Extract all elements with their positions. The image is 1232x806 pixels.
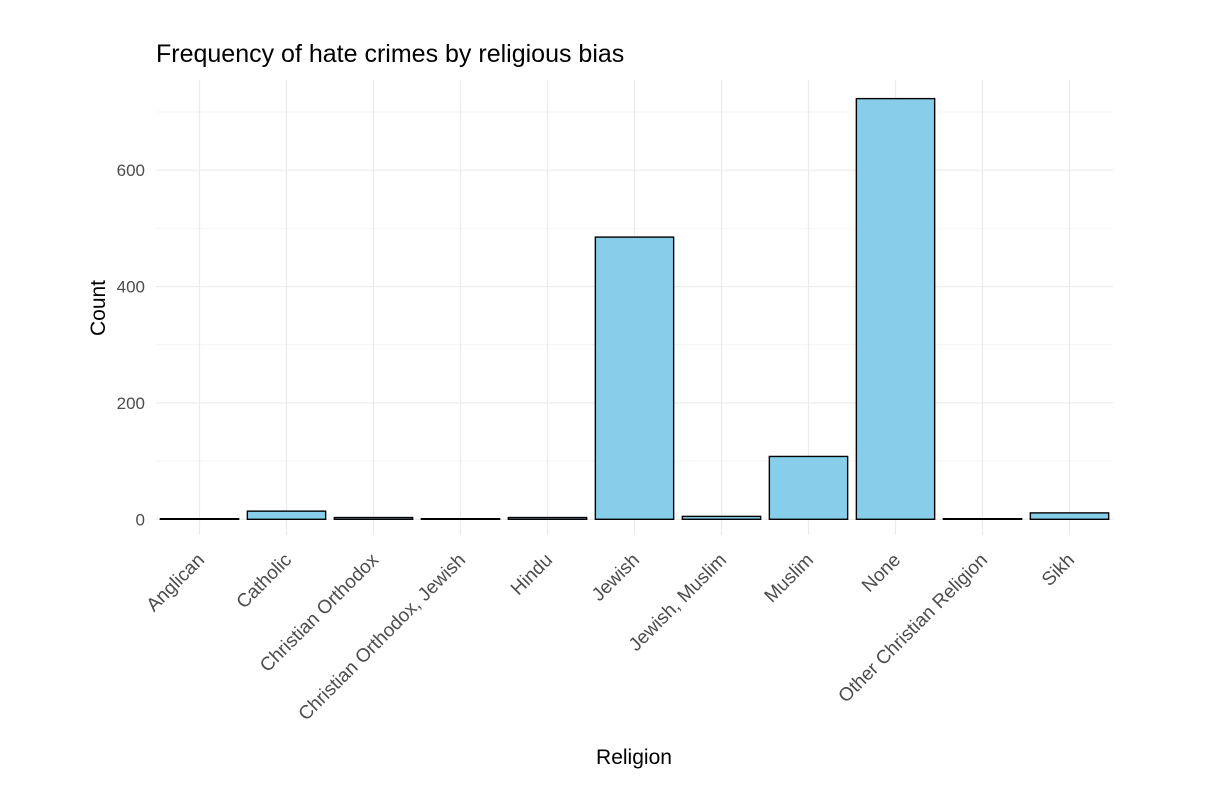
bar-christian-orthodox	[333, 516, 414, 520]
x-tick-label: Christian Orthodox, Jewish	[295, 550, 470, 725]
x-tick-label: None	[858, 550, 905, 597]
x-tick-label: Sikh	[1038, 550, 1079, 591]
x-tick-label: Catholic	[233, 550, 296, 613]
bar-anglican	[159, 518, 240, 520]
bar-jewish	[594, 236, 675, 520]
y-tick-labels: 0 200 400 600	[117, 161, 145, 529]
bar-sikh	[1029, 512, 1110, 520]
y-tick-label: 0	[136, 510, 145, 529]
y-tick-label: 600	[117, 161, 145, 180]
bar-catholic	[246, 510, 327, 520]
bar-hindu	[507, 516, 588, 520]
chart-title: Frequency of hate crimes by religious bi…	[156, 40, 624, 68]
x-tick-label: Muslim	[761, 550, 818, 607]
bar-jewish-muslim	[681, 515, 762, 520]
y-tick-label: 200	[117, 394, 145, 413]
y-tick-label: 400	[117, 278, 145, 297]
x-tick-label: Anglican	[143, 550, 209, 616]
bars	[159, 97, 1110, 520]
x-axis-title: Religion	[596, 746, 672, 769]
bar-muslim	[768, 455, 849, 520]
x-tick-label: Hindu	[507, 550, 557, 600]
bar-none	[855, 97, 936, 520]
y-axis-title: Count	[87, 280, 110, 336]
bar-christian-orthodox-jewish	[420, 518, 501, 520]
x-tick-label: Jewish	[588, 550, 644, 606]
x-tick-label: Other Christian Religion	[835, 550, 992, 707]
bar-other-christian-religion	[942, 518, 1023, 520]
